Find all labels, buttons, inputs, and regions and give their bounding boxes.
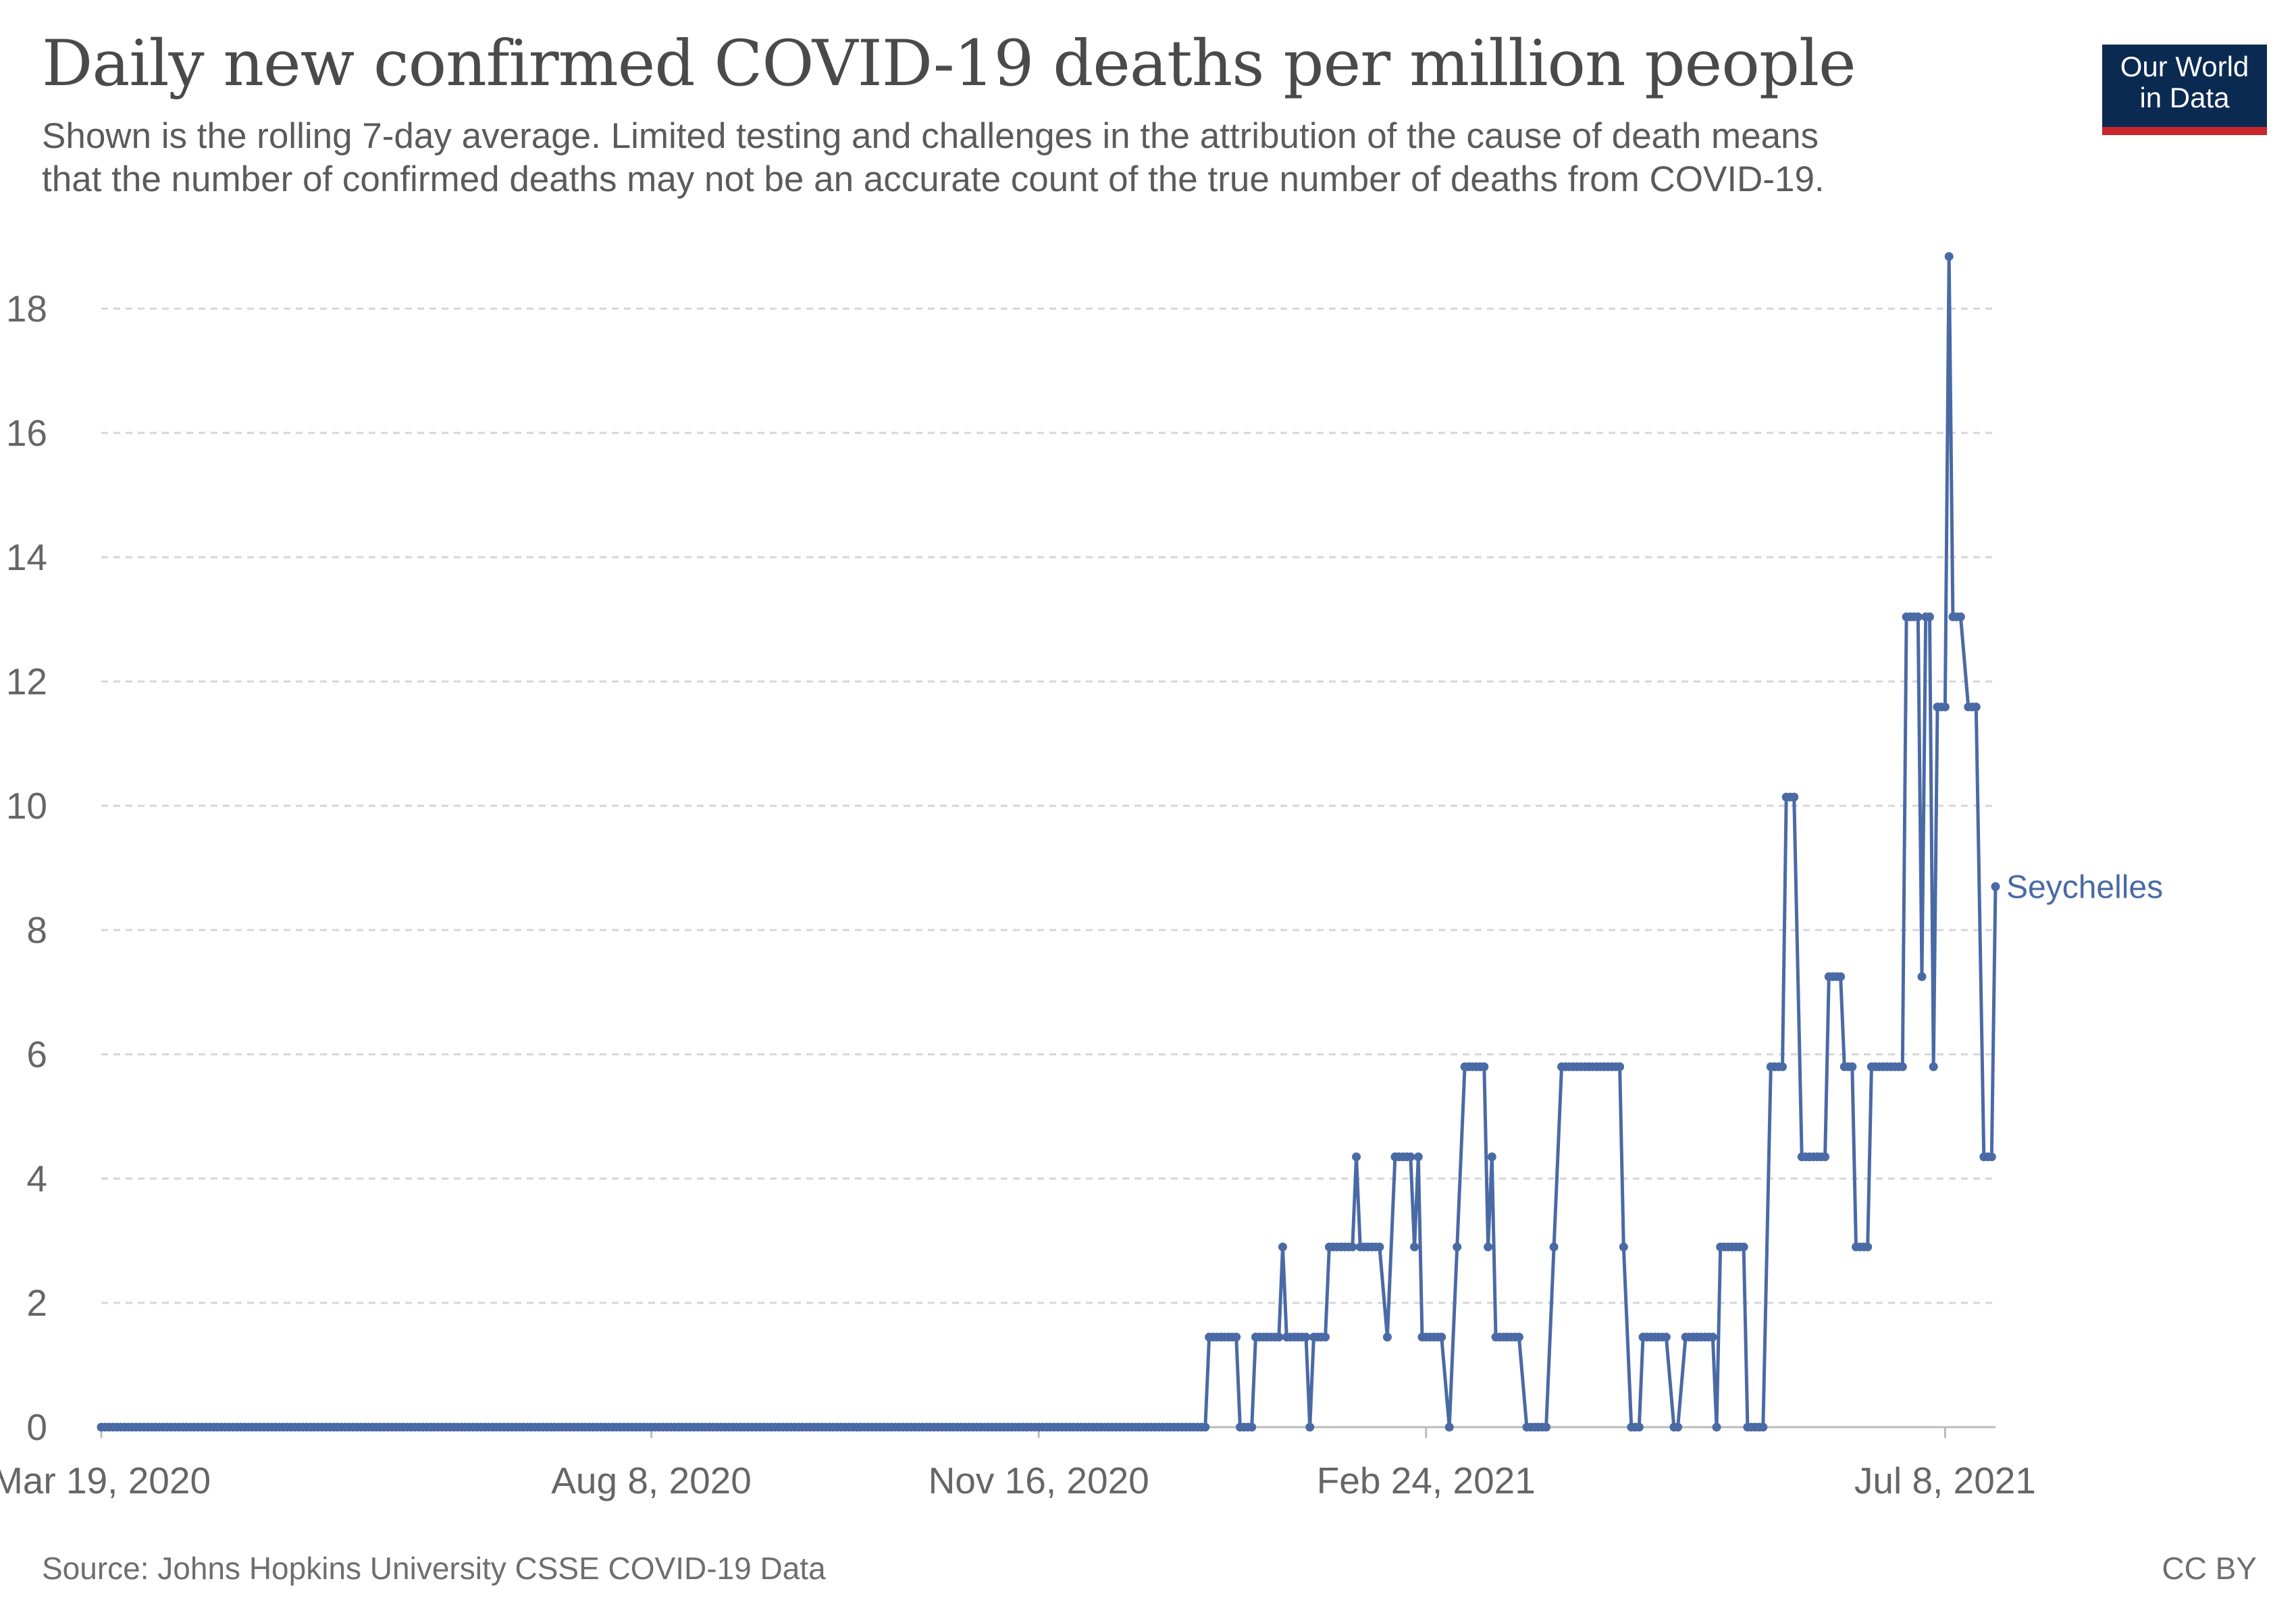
data-point: [1375, 1242, 1384, 1252]
data-point: [1406, 1152, 1415, 1162]
subtitle-line-2: that the number of confirmed deaths may …: [42, 159, 1825, 199]
data-point: [1956, 612, 1965, 621]
data-point: [1863, 1242, 1873, 1252]
series-label-seychelles: Seychelles: [2006, 870, 2163, 906]
x-tick-label: Mar 19, 2020: [0, 1460, 211, 1501]
data-point: [1201, 1422, 1210, 1432]
chart-title: Daily new confirmed COVID-19 deaths per …: [42, 27, 1856, 101]
data-point: [1352, 1152, 1361, 1162]
data-point: [1382, 1333, 1392, 1342]
x-tick-label: Feb 24, 2021: [1317, 1460, 1536, 1501]
gridlines: [101, 307, 1995, 1304]
data-point: [1929, 1062, 1938, 1071]
data-point: [1484, 1242, 1493, 1252]
data-point: [1987, 1152, 1996, 1162]
y-tick-label-18: 18: [6, 288, 47, 330]
y-tick-label-16: 16: [6, 412, 47, 454]
license-note[interactable]: CC BY: [2162, 1551, 2257, 1586]
y-tick-label-10: 10: [6, 785, 47, 827]
data-point: [1348, 1242, 1357, 1252]
data-point: [1514, 1333, 1523, 1342]
data-point: [1278, 1242, 1287, 1252]
series-seychelles[interactable]: Seychelles: [97, 252, 2164, 1432]
data-point: [1615, 1062, 1625, 1071]
x-tick-label: Aug 8, 2020: [551, 1460, 752, 1501]
data-point: [1413, 1152, 1423, 1162]
data-point: [1232, 1333, 1241, 1342]
data-point: [1305, 1422, 1315, 1432]
data-point: [1661, 1333, 1671, 1342]
y-axis: 0 2 4 6 8 10 12 14 16 18: [6, 288, 47, 1448]
data-point: [1437, 1333, 1446, 1342]
data-point: [1673, 1422, 1683, 1432]
x-tick-label: Jul 8, 2021: [1854, 1460, 2036, 1501]
data-point: [1836, 972, 1846, 981]
source-note[interactable]: Source: Johns Hopkins University CSSE CO…: [42, 1551, 826, 1586]
data-point: [1712, 1422, 1721, 1432]
data-point: [1247, 1422, 1257, 1432]
data-point: [1410, 1242, 1419, 1252]
data-point: [1708, 1333, 1717, 1342]
data-point: [1917, 972, 1927, 981]
data-point: [1925, 612, 1934, 621]
data-point: [1542, 1422, 1551, 1432]
data-point: [1971, 702, 1981, 712]
data-point: [1790, 792, 1799, 802]
data-point: [1898, 1062, 1907, 1071]
y-tick-label-14: 14: [6, 536, 47, 578]
data-point: [1274, 1333, 1284, 1342]
logo-line-2: in Data: [2139, 82, 2230, 113]
data-point: [1991, 882, 2000, 892]
data-point: [1913, 612, 1923, 621]
data-point: [1487, 1152, 1496, 1162]
y-tick-label-6: 6: [26, 1033, 47, 1075]
data-point: [1739, 1242, 1748, 1252]
data-point: [1848, 1062, 1857, 1071]
our-world-in-data-logo[interactable]: Our World in Data: [2102, 45, 2267, 135]
y-tick-label-2: 2: [26, 1282, 47, 1324]
data-point: [1444, 1422, 1454, 1432]
data-point: [1634, 1422, 1644, 1432]
y-tick-label-8: 8: [26, 909, 47, 951]
data-point: [1940, 702, 1950, 712]
data-point: [1321, 1333, 1330, 1342]
chart-subtitle: Shown is the rolling 7-day average. Limi…: [42, 115, 2068, 201]
data-point: [1453, 1242, 1462, 1252]
data-point: [1549, 1242, 1559, 1252]
data-point: [1821, 1152, 1830, 1162]
x-axis: Mar 19, 2020 Aug 8, 2020 Nov 16, 2020 Feb 2…: [0, 1426, 2036, 1501]
subtitle-line-1: Shown is the rolling 7-day average. Limi…: [42, 116, 1819, 156]
data-point: [1619, 1242, 1628, 1252]
data-point: [1301, 1333, 1311, 1342]
logo-line-1: Our World: [2120, 51, 2249, 82]
y-tick-label-0: 0: [26, 1406, 47, 1448]
data-point: [1758, 1422, 1768, 1432]
data-point: [1778, 1062, 1787, 1071]
x-tick-label: Nov 16, 2020: [929, 1460, 1149, 1501]
y-tick-label-12: 12: [6, 661, 47, 702]
data-point: [1480, 1062, 1489, 1071]
data-point: [1944, 252, 1954, 261]
y-tick-label-4: 4: [26, 1158, 47, 1200]
